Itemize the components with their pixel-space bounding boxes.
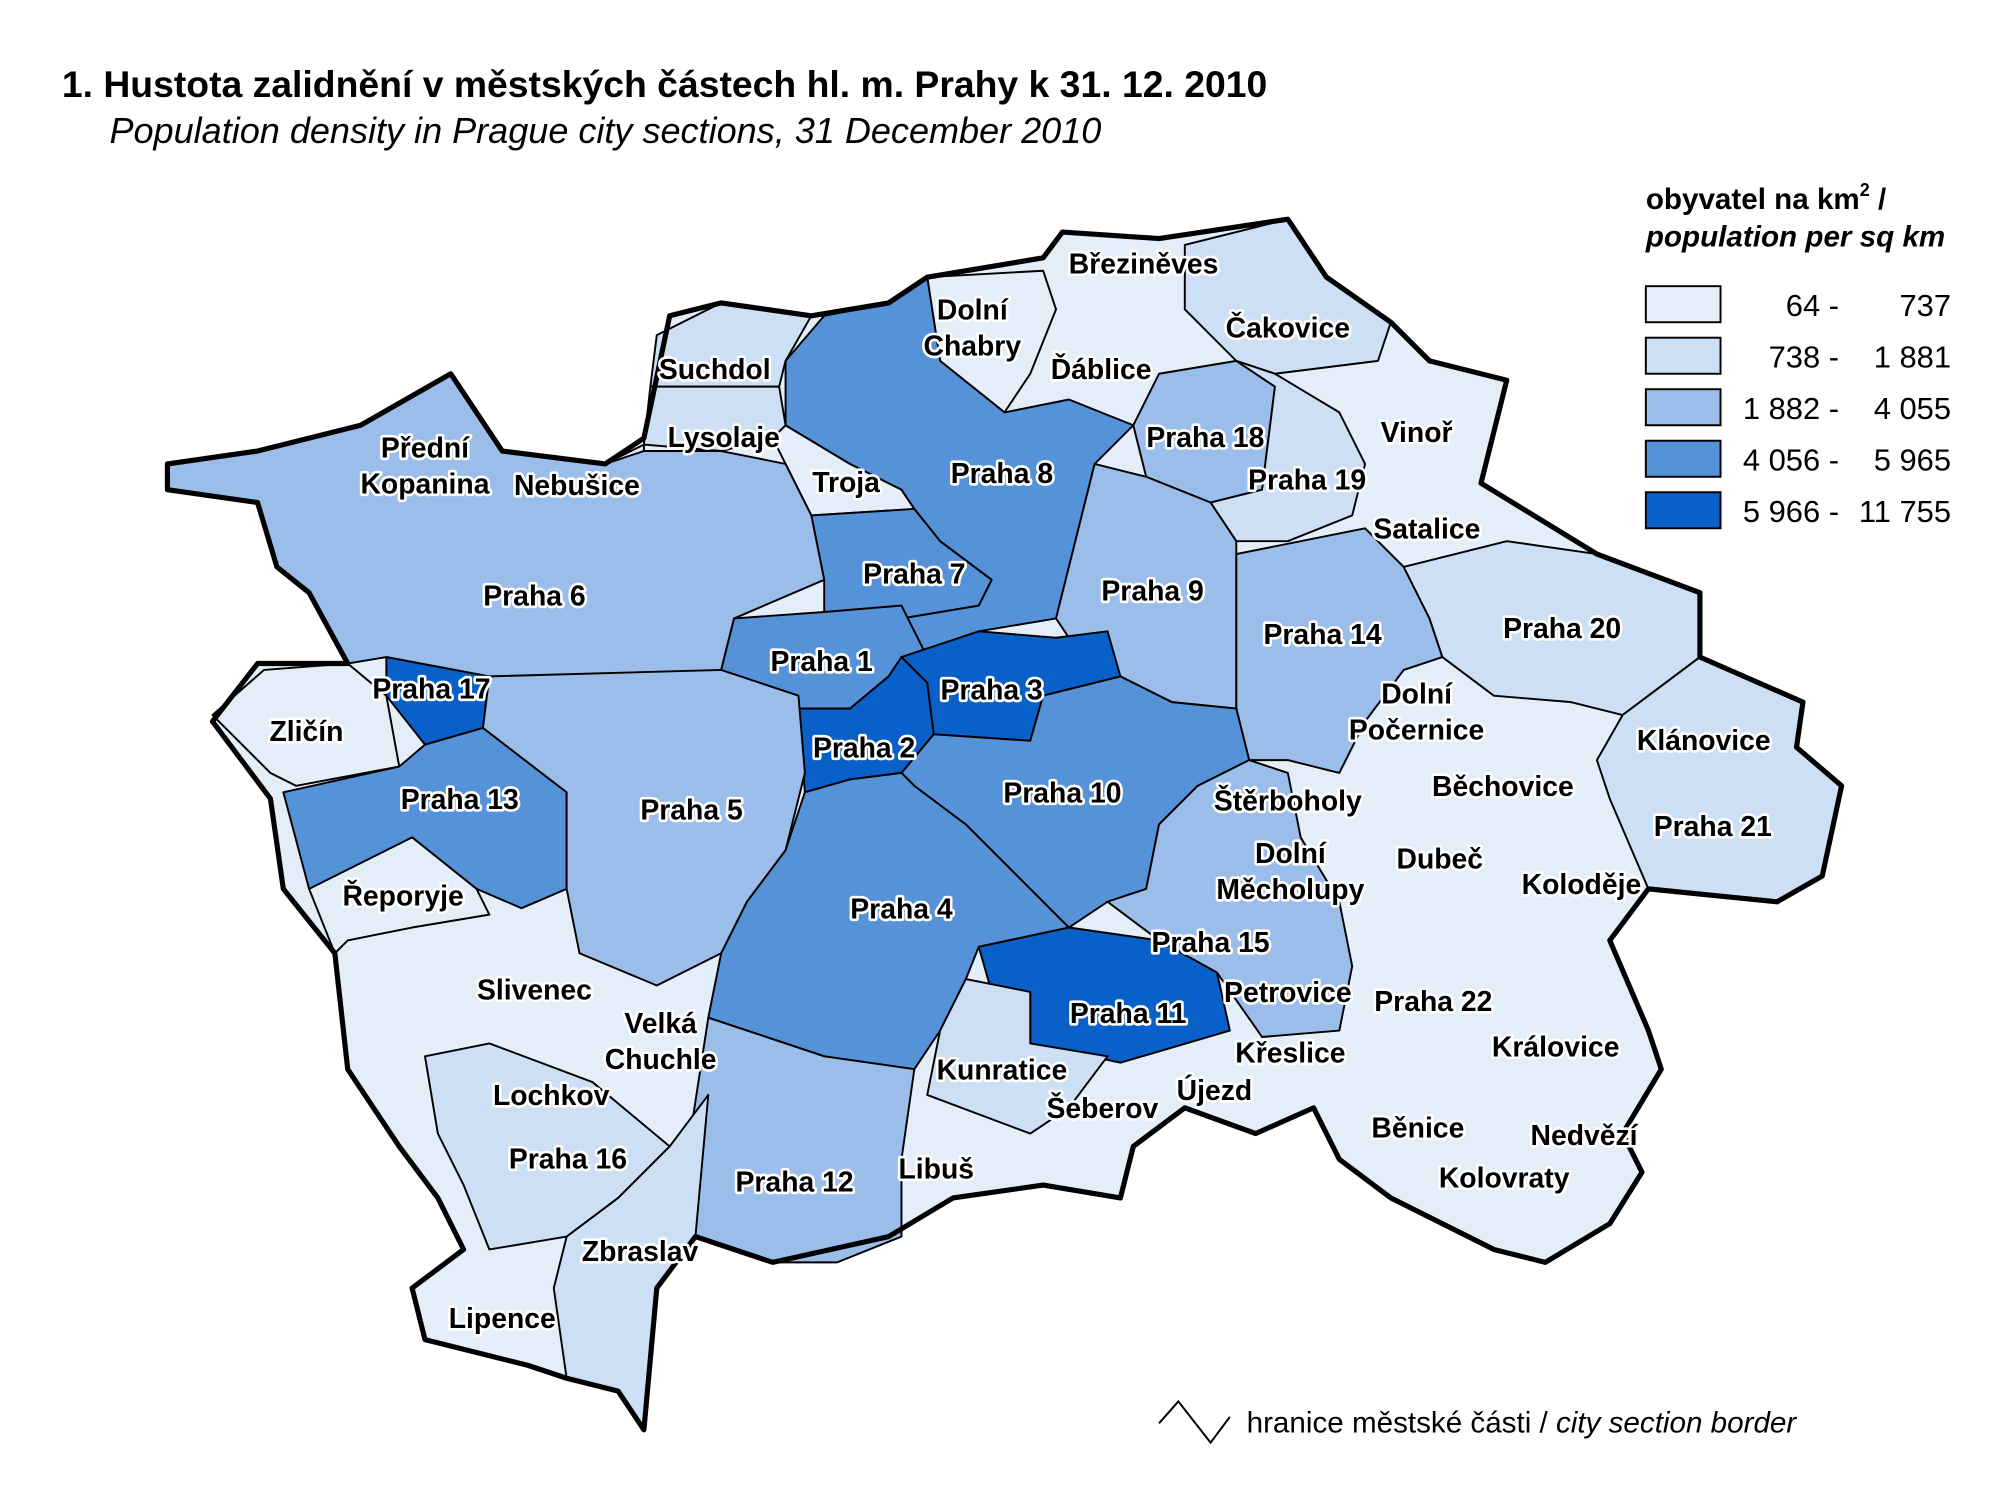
label-praha-2: Praha 2 xyxy=(813,733,915,765)
label-slivenec: Slivenec xyxy=(477,975,592,1007)
label-praha-19: Praha 19 xyxy=(1248,465,1366,497)
label-satalice: Satalice xyxy=(1373,514,1480,546)
region-zlicin xyxy=(211,662,401,787)
label-seberov: Šeberov xyxy=(1046,1093,1158,1125)
label-troja: Troja xyxy=(812,467,880,499)
label-reporyje: Řeporyje xyxy=(342,881,463,913)
region-praha-15 xyxy=(1106,759,1354,1038)
label-praha-10: Praha 10 xyxy=(1003,778,1121,810)
label-kunratice: Kunratice xyxy=(937,1054,1068,1086)
label-praha-15: Praha 15 xyxy=(1151,927,1269,959)
legend-swatch-1 xyxy=(1644,285,1722,324)
legend-to-5: 11 755 xyxy=(1859,494,1951,529)
label-praha-11: Praha 11 xyxy=(1070,998,1187,1030)
label-praha-16: Praha 16 xyxy=(509,1143,627,1175)
label-brezineves: Březiněves xyxy=(1069,248,1219,280)
label-nebusice: Nebušice xyxy=(514,470,640,502)
map-regions xyxy=(164,216,1845,1433)
label-praha-8: Praha 8 xyxy=(951,458,1053,490)
map-labels: Březiněves Dolní Chabry Čakovice Suchdol Ďábl… xyxy=(267,246,1775,1338)
label-praha-14: Praha 14 xyxy=(1264,619,1382,651)
label-lipence: Lipence xyxy=(449,1303,556,1335)
label-praha-3: Praha 3 xyxy=(940,675,1042,707)
label-praha-7: Praha 7 xyxy=(863,559,965,591)
legend-to-4: 5 965 xyxy=(1874,442,1951,477)
legend-from-1: 64 - xyxy=(1786,288,1839,323)
label-zbraslav: Zbraslav xyxy=(582,1236,699,1268)
label-dolni-chabry: Dolní Chabry xyxy=(923,295,1021,363)
label-lochkov: Lochkov xyxy=(493,1080,610,1112)
legend-to-2: 1 881 xyxy=(1874,339,1951,374)
label-praha-6: Praha 6 xyxy=(483,581,585,613)
label-velka-chuchle: Velká Chuchle xyxy=(605,1008,717,1076)
city-border xyxy=(164,216,1845,1433)
border-legend: hranice městské části / city section bor… xyxy=(1158,1399,1798,1445)
label-lysolaje: Lysolaje xyxy=(668,422,780,454)
label-dolni-pocernice: Dolní Počernice xyxy=(1349,678,1484,746)
legend-swatch-5 xyxy=(1644,491,1722,530)
label-dubec: Dubeč xyxy=(1396,843,1483,875)
legend-to-1: 737 xyxy=(1900,288,1952,323)
label-praha-21: Praha 21 xyxy=(1654,811,1772,843)
legend-title: obyvatel na km2 / xyxy=(1646,180,1886,216)
label-kolodeje: Koloděje xyxy=(1522,869,1642,901)
map-title: 1. Hustota zalidnění v městských částech… xyxy=(62,63,1267,105)
legend-subtitle: population per sq km xyxy=(1645,220,1945,253)
legend-from-3: 1 882 - xyxy=(1743,391,1839,426)
label-sterboholy: Štěrboholy xyxy=(1214,785,1362,817)
label-praha-20: Praha 20 xyxy=(1503,613,1621,645)
label-praha-5: Praha 5 xyxy=(640,794,742,826)
label-kralovice: Královice xyxy=(1492,1031,1620,1063)
label-praha-4: Praha 4 xyxy=(850,893,953,925)
label-suchdol: Suchdol xyxy=(659,354,771,386)
label-kolovraty: Kolovraty xyxy=(1439,1163,1570,1195)
legend-swatch-4 xyxy=(1644,439,1722,478)
label-praha-22: Praha 22 xyxy=(1374,986,1492,1018)
legend-swatch-2 xyxy=(1644,336,1722,375)
region-reporyje xyxy=(308,836,491,955)
label-klanovice: Klánovice xyxy=(1637,725,1771,757)
legend-swatch-3 xyxy=(1644,388,1722,427)
label-praha-12: Praha 12 xyxy=(736,1167,854,1199)
legend-to-3: 4 055 xyxy=(1874,391,1951,426)
border-line-sample xyxy=(1158,1399,1231,1445)
legend: obyvatel na km2 / population per sq km 6… xyxy=(1644,180,1952,530)
label-ujezd: Újezd xyxy=(1177,1075,1253,1107)
label-kreslice: Křeslice xyxy=(1235,1038,1345,1070)
label-praha-9: Praha 9 xyxy=(1101,575,1203,607)
label-dablice: Ďáblice xyxy=(1051,354,1152,386)
border-legend-text: hranice městské části / city section bor… xyxy=(1247,1406,1798,1439)
label-praha-1: Praha 1 xyxy=(770,646,872,678)
legend-from-5: 5 966 - xyxy=(1743,494,1839,529)
region-kunratice xyxy=(926,978,1109,1135)
label-petrovice: Petrovice xyxy=(1224,977,1352,1009)
label-praha-17: Praha 17 xyxy=(372,673,490,705)
region-praha-7 xyxy=(810,508,993,620)
map-subtitle: Population density in Prague city sectio… xyxy=(109,110,1101,151)
label-libus: Libuš xyxy=(898,1154,974,1186)
legend-from-4: 4 056 - xyxy=(1743,442,1839,477)
label-dolni-mecholupy: Dolní Měcholupy xyxy=(1216,838,1364,906)
label-bechovice: Běchovice xyxy=(1432,771,1574,803)
label-predni-kopanina: Přední Kopanina xyxy=(360,432,489,500)
label-cakovice: Čakovice xyxy=(1226,313,1350,345)
label-vinor: Vinoř xyxy=(1381,417,1453,449)
region-praha-19 xyxy=(1209,359,1367,543)
label-nedvezi: Nedvězí xyxy=(1530,1120,1638,1152)
legend-from-2: 738 - xyxy=(1769,339,1839,374)
label-praha-18: Praha 18 xyxy=(1146,422,1264,454)
label-benice: Běnice xyxy=(1371,1112,1464,1144)
label-praha-13: Praha 13 xyxy=(401,784,519,816)
label-zlicin: Zličín xyxy=(270,716,344,748)
